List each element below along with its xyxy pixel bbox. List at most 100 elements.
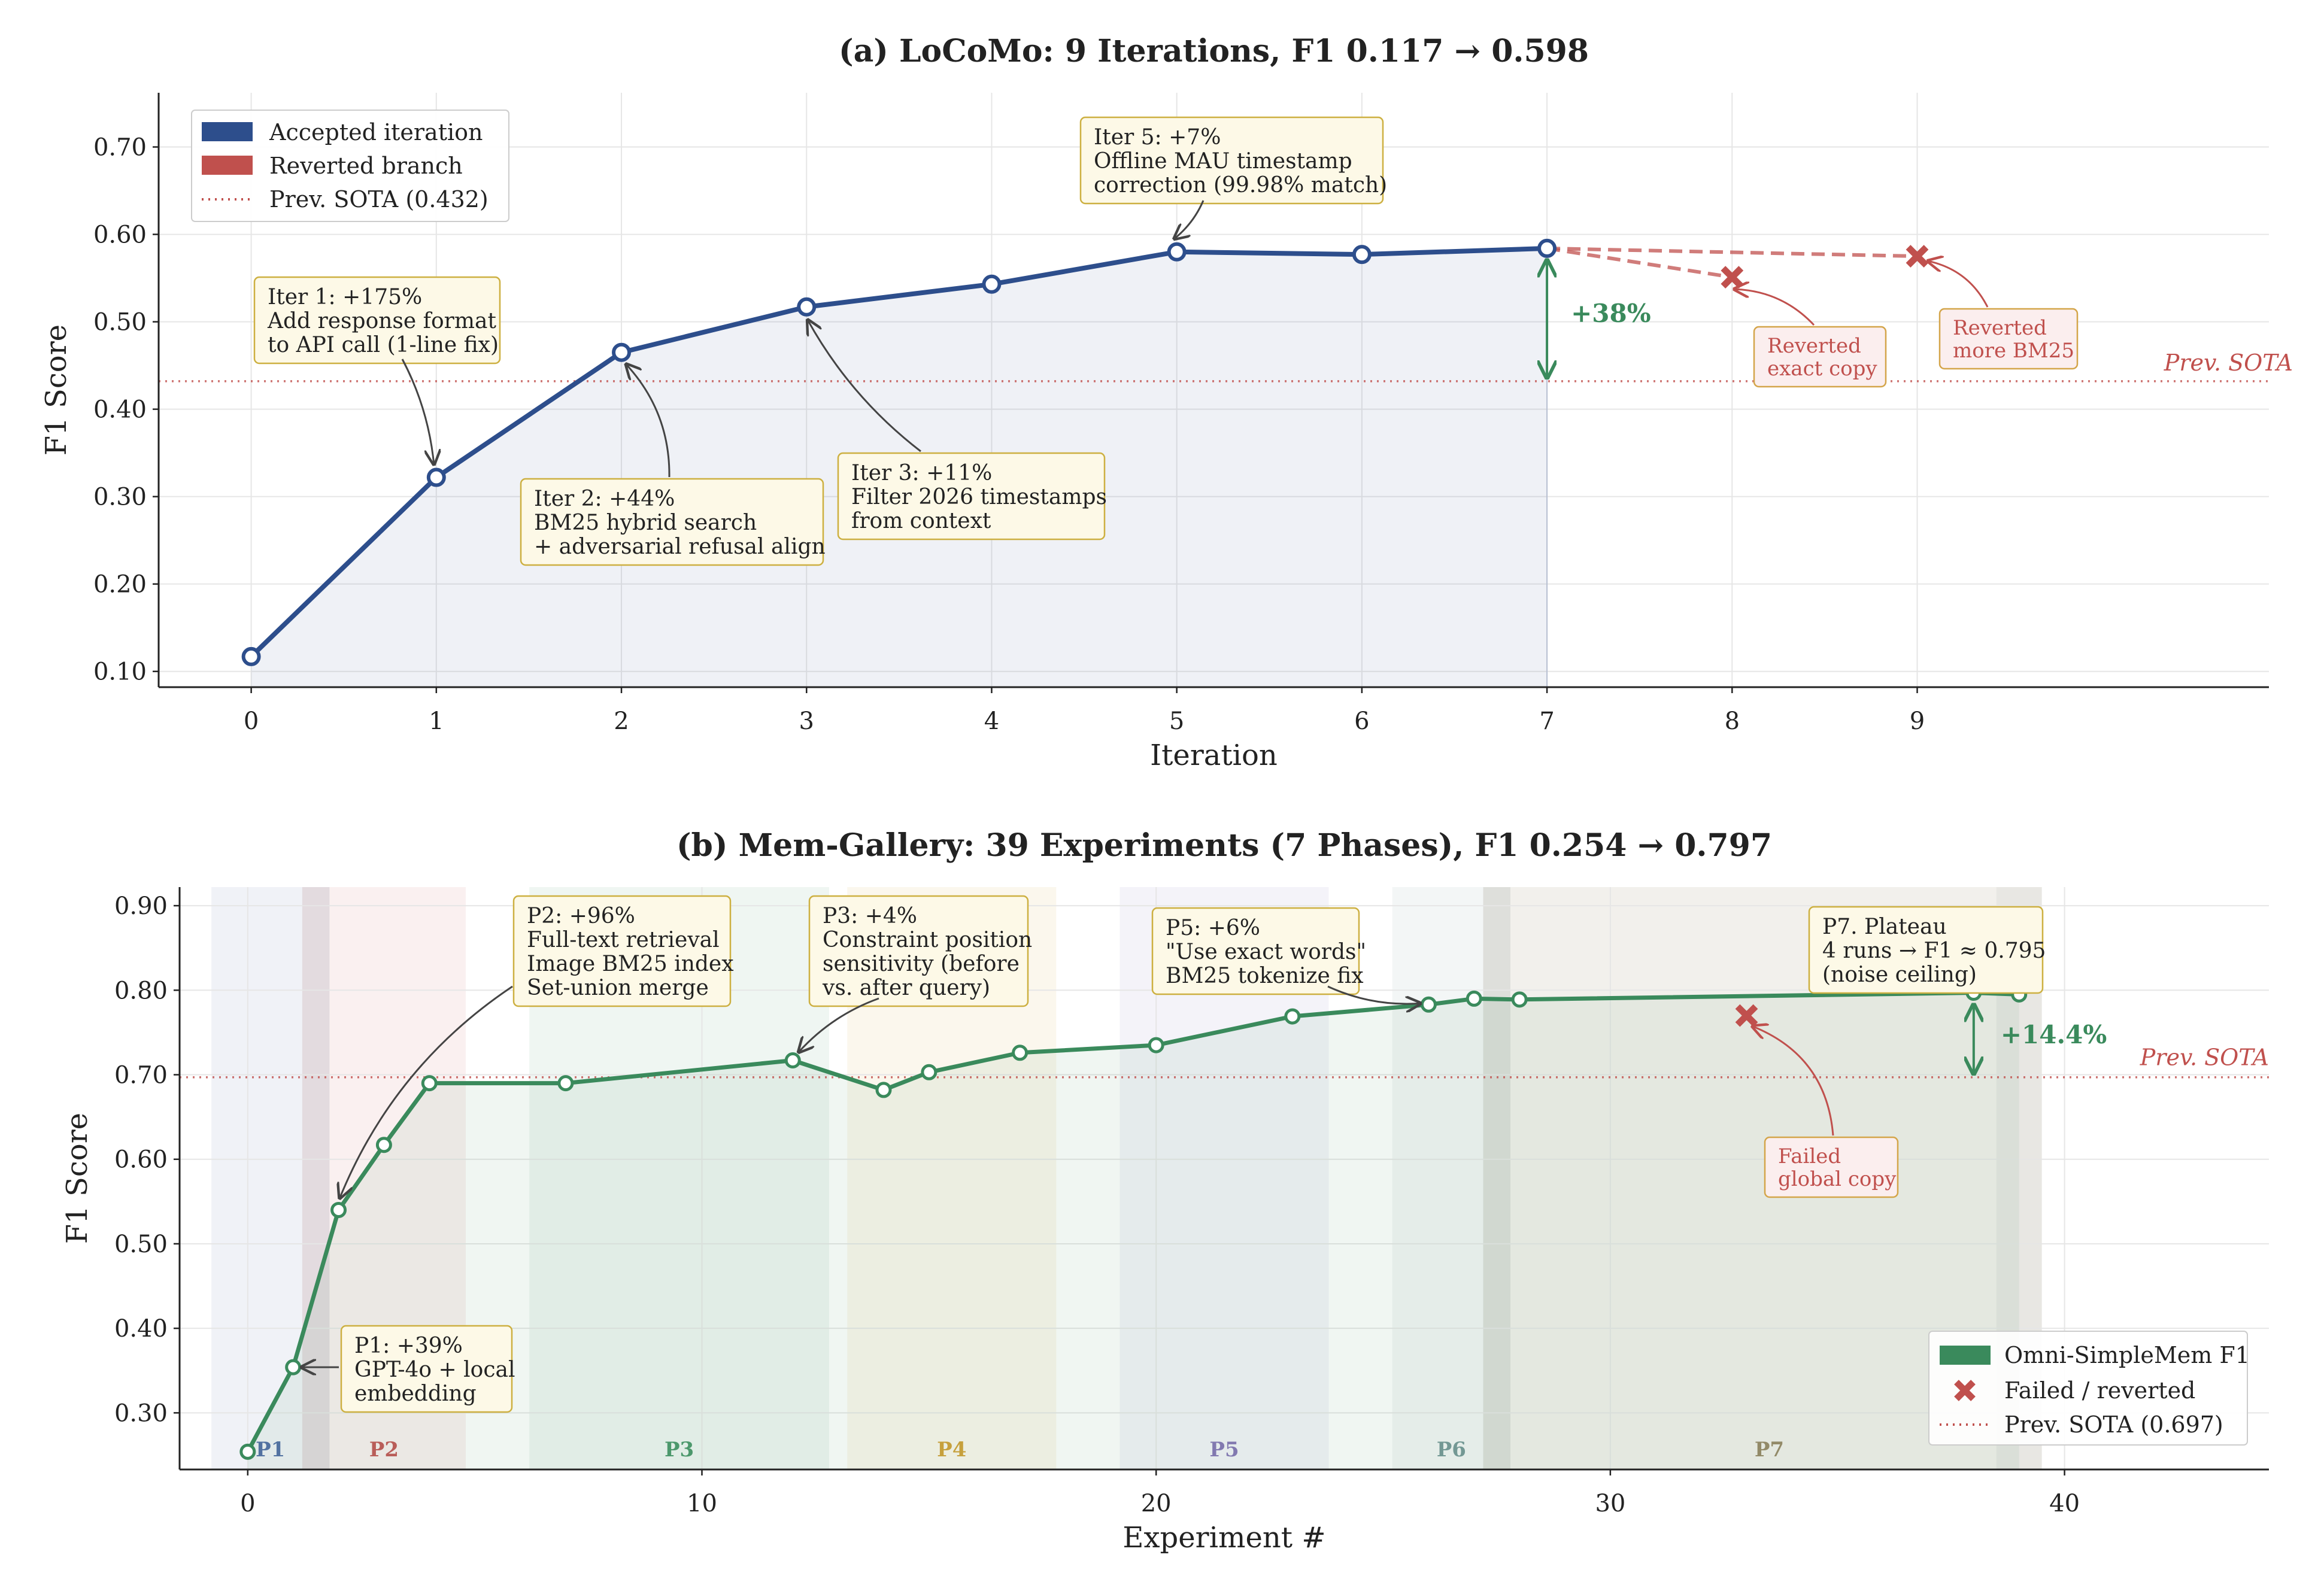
panel-b-title: (b) Mem-Gallery: 39 Experiments (7 Phase… — [676, 827, 1772, 864]
panel-a-legend-label-1: Reverted branch — [269, 153, 463, 179]
panel-a-point-4 — [982, 274, 1002, 294]
panel-b-phase-label-2: P2 — [369, 1438, 399, 1462]
panel-b-phase-label-5: P5 — [1209, 1438, 1239, 1462]
panel-a-ytick-label-6: 0.70 — [93, 134, 147, 162]
panel-a-annotation-2-arrow — [626, 365, 670, 478]
panel-a-point-6 — [1352, 245, 1372, 265]
panel-b-annotation-p3-line-1: Constraint position — [823, 928, 1032, 952]
panel-b-failed-annotation-arrow — [1753, 1027, 1834, 1136]
panel-b-annotation-p5-line-2: BM25 tokenize fix — [1166, 964, 1364, 988]
panel-b-failed-marker-0 — [1735, 1004, 1758, 1027]
panel-b-xtick-label-3: 30 — [1595, 1490, 1625, 1517]
panel-a-reverted-annotation-8-line-0: Reverted — [1767, 334, 1861, 358]
panel-a-point-2 — [612, 342, 632, 362]
panel-b-legend: Omni-SimpleMem F1 Failed / reverted Prev. … — [1928, 1331, 2250, 1446]
panel-b-phase-label-4: P4 — [937, 1438, 966, 1462]
panel-b-xtick-label-1: 10 — [687, 1490, 717, 1517]
panel-b-annotation-p5-arrow — [1327, 985, 1420, 1004]
panel-a-xtick-label-2: 2 — [614, 708, 629, 735]
panel-b-legend-label-0: Omni-SimpleMem F1 — [2004, 1342, 2250, 1368]
panel-b-ytick-label-4: 0.70 — [114, 1062, 168, 1089]
panel-a-annotation-1-line-0: Iter 1: +175% — [268, 285, 422, 309]
panel-b-legend-swatch-failed — [1954, 1380, 1976, 1401]
panel-b-point-12 — [1420, 996, 1437, 1013]
panel-a-reverted-marker-0-b — [1721, 266, 1744, 289]
panel-a-reverted-annotation-8-box — [1753, 326, 1887, 388]
panel-b-gain-label: +14.4% — [2001, 1020, 2107, 1049]
panel-b-point-11 — [1284, 1008, 1301, 1025]
panel-a-legend-swatch-reverted — [202, 156, 253, 175]
panel-b-annotation-p2-line-3: Set-union merge — [527, 976, 709, 1000]
panel-a-ytick-label-3: 0.40 — [93, 396, 147, 424]
panel-b-annotation-p3-line-3: vs. after query) — [822, 976, 990, 1000]
panel-a-ytick-label-2: 0.30 — [93, 484, 147, 511]
panel-a-gain-label: +38% — [1571, 299, 1651, 328]
panel-a-point-0 — [241, 646, 261, 666]
panel-b-xtick-label-0: 0 — [240, 1490, 255, 1517]
panel-a-annotation-3-line-2: from context — [851, 509, 991, 533]
panel-a-annotation-5-arrow — [1175, 200, 1205, 239]
panel-a-annotation-1-line-2: to API call (1-line fix) — [268, 333, 499, 357]
panel-b-point-10 — [1148, 1037, 1164, 1053]
panel-b-annotation-p7-line-2: (noise ceiling) — [1822, 963, 1977, 987]
panel-a-point-7 — [1537, 238, 1557, 258]
panel-a-xtick-label-0: 0 — [244, 708, 259, 735]
panel-b-annotation-p7-line-0: P7. Plateau — [1822, 915, 1947, 939]
panel-b-point-0 — [239, 1443, 256, 1460]
panel-a-prev-sota-label: Prev. SOTA — [2164, 350, 2293, 376]
panel-a-xtick-label-8: 8 — [1725, 708, 1740, 735]
panel-b-point-6 — [784, 1052, 801, 1068]
panel-b-phase-label-1: P1 — [256, 1438, 285, 1462]
panel-a-point-5 — [1167, 242, 1187, 262]
panel-a-accepted-line — [249, 245, 1548, 658]
panel-a-annotation-3-arrow — [808, 320, 921, 453]
panel-a-reverted-branch-1 — [1547, 246, 1918, 259]
panel-a-xtick-label-9: 9 — [1910, 708, 1925, 735]
panel-a-xtick-label-5: 5 — [1169, 708, 1184, 735]
panel-b-ylabel: F1 Score — [60, 1113, 94, 1244]
panel-a-annotation-2-line-0: Iter 2: +44% — [534, 487, 675, 511]
panel-b-legend-label-1: Failed / reverted — [2004, 1377, 2195, 1404]
panel-a-annotation-3-line-1: Filter 2026 timestamps — [851, 485, 1107, 509]
panel-b-phase-label-3: P3 — [665, 1438, 694, 1462]
panel-b-annotation-p2-arrow — [340, 985, 513, 1198]
panel-a-legend: Accepted iteration Reverted branch Prev. S… — [191, 110, 509, 222]
panel-b-legend-label-2: Prev. SOTA (0.697) — [2004, 1411, 2223, 1438]
panel-a-annotation-5-line-1: Offline MAU timestamp — [1094, 149, 1352, 174]
panel-b-phase-label-7: P7 — [1755, 1438, 1784, 1462]
panel-b-legend-swatch-series — [1940, 1346, 1991, 1365]
panel-b-point-4 — [421, 1075, 438, 1092]
panel-b-annotation-p7-line-1: 4 runs → F1 ≈ 0.795 — [1822, 939, 2046, 963]
panel-a-reverted-annotation-9-box — [1938, 308, 2079, 370]
panel-b-annotation-p3-box — [808, 895, 1029, 1007]
panel-b-point-8 — [921, 1064, 938, 1080]
panel-b-legend-swatch-failed-b — [1954, 1380, 1976, 1401]
panel-b-phase-label-6: P6 — [1437, 1438, 1466, 1462]
panel-b-point-5 — [557, 1075, 574, 1092]
panel-b-annotation-p5-line-1: "Use exact words" — [1166, 940, 1366, 964]
panel-b-annotation-p5-box — [1151, 907, 1360, 995]
panel-a-title: (a) LoCoMo: 9 Iterations, F1 0.117 → 0.5… — [839, 33, 1589, 69]
panel-b-annotation-p2-line-2: Image BM25 index — [527, 952, 734, 976]
panel-a-xtick-label-1: 1 — [429, 708, 444, 735]
panel-b-area — [247, 992, 2019, 1469]
panel-a-reverted-marker-1 — [1906, 245, 1929, 268]
panel-b-point-7 — [875, 1082, 892, 1098]
panel-a-reverted-annotation-9-line-0: Reverted — [1953, 316, 2047, 340]
panel-b-phase-band-6 — [1392, 887, 1510, 1469]
panel-b: P1 P2 P3 P4 P5 P6 P7 Prev. SOTA +14.4% P1: +39%GP… — [60, 827, 2269, 1554]
panel-b-ytick-label-2: 0.50 — [114, 1231, 168, 1258]
panel-a-point-3 — [797, 297, 817, 317]
panel-a-annotation-3-box — [837, 452, 1106, 541]
panel-b-point-13 — [1466, 990, 1482, 1007]
panel-b-xtick-label-2: 20 — [1141, 1490, 1172, 1517]
panel-b-annotation-p5-line-0: P5: +6% — [1166, 916, 1260, 940]
panel-a-annotation-2-line-1: BM25 hybrid search — [534, 511, 757, 535]
panel-b-annotation-p1-line-0: P1: +39% — [354, 1334, 463, 1358]
panel-b-point-9 — [1012, 1045, 1028, 1061]
panel-a-ytick-label-1: 0.20 — [93, 571, 147, 599]
panel-b-ytick-label-5: 0.80 — [114, 977, 168, 1004]
panel-a-annotation-5-line-0: Iter 5: +7% — [1094, 125, 1221, 150]
panel-a-annotation-2-box — [520, 478, 824, 566]
